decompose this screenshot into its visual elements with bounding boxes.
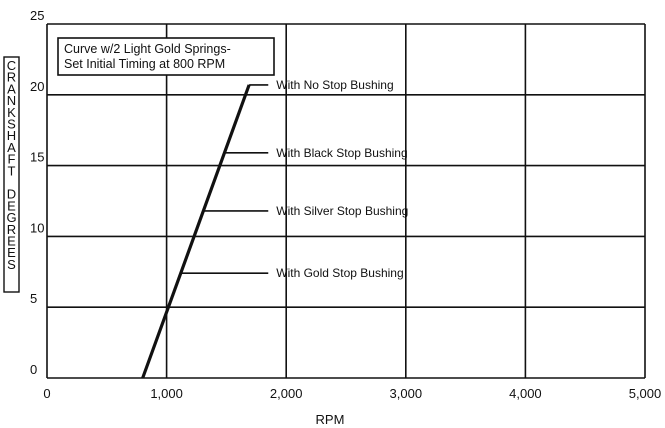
advance-curve-line: [141, 84, 251, 379]
note-box-line-2: Set Initial Timing at 800 RPM: [64, 57, 225, 71]
x-tick-label: 0: [43, 386, 50, 401]
annotation-label: With No Stop Bushing: [276, 78, 393, 92]
x-tick-label: 1,000: [150, 386, 183, 401]
y-axis-label-char: A: [7, 81, 16, 96]
y-tick-label: 25: [30, 8, 44, 23]
y-axis-label-char: F: [8, 152, 16, 167]
annotations: With No Stop Bushing With Black Stop Bush…: [180, 78, 408, 280]
y-tick-label: 20: [30, 79, 44, 94]
y-axis-label-char: S: [7, 257, 16, 272]
y-axis-label-char: H: [7, 128, 16, 143]
y-axis-label-char: E: [7, 245, 16, 260]
y-axis-label-char: K: [7, 105, 16, 120]
y-axis-label-char: G: [6, 210, 16, 225]
y-axis-label-char: C: [7, 58, 16, 73]
grid: [46, 23, 646, 379]
y-axis-label-char: T: [8, 163, 16, 178]
y-axis-label-frame: [3, 56, 20, 293]
note-box: Curve w/2 Light Gold Springs- Set Initia…: [57, 37, 275, 76]
annotation-label: With Silver Stop Bushing: [276, 204, 408, 218]
x-tick-label: 3,000: [390, 386, 423, 401]
y-axis-label-char: R: [7, 222, 16, 237]
y-axis-label-char: D: [7, 187, 16, 202]
plot-area: [141, 84, 251, 379]
x-axis-ticks: 0 1,000 2,000 3,000 4,000 5,000: [43, 386, 661, 401]
note-box-line-1: Curve w/2 Light Gold Springs-: [64, 42, 231, 56]
y-axis-label-char: E: [7, 198, 16, 213]
y-tick-label: 10: [30, 220, 44, 235]
x-tick-label: 5,000: [629, 386, 662, 401]
y-axis-label-char: S: [7, 117, 16, 132]
y-tick-label: 0: [30, 362, 37, 377]
note-box-frame: [57, 37, 275, 76]
x-axis-label: RPM: [316, 412, 345, 427]
x-tick-label: 4,000: [509, 386, 542, 401]
y-axis-label-char: E: [7, 234, 16, 249]
x-tick-label: 2,000: [270, 386, 303, 401]
y-tick-label: 5: [30, 291, 37, 306]
y-axis-ticks: 0 5 10 15 20 25: [30, 8, 44, 377]
y-axis-label-char: A: [7, 140, 16, 155]
y-axis-label-char: R: [7, 70, 16, 85]
y-tick-label: 15: [30, 150, 44, 165]
y-axis-label-char: N: [7, 93, 16, 108]
annotation-label: With Black Stop Bushing: [276, 146, 407, 160]
annotation-label: With Gold Stop Bushing: [276, 266, 403, 280]
